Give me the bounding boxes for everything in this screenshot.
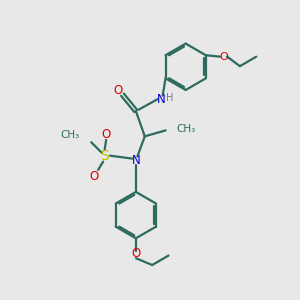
Text: CH₃: CH₃ (176, 124, 195, 134)
Text: CH₃: CH₃ (61, 130, 80, 140)
Text: S: S (100, 148, 109, 163)
Text: O: O (219, 52, 228, 62)
Text: H: H (166, 93, 173, 103)
Text: N: N (131, 154, 140, 166)
Text: O: O (113, 84, 123, 97)
Text: N: N (157, 93, 166, 106)
Text: O: O (90, 170, 99, 183)
Text: O: O (101, 128, 111, 141)
Text: O: O (131, 247, 140, 260)
